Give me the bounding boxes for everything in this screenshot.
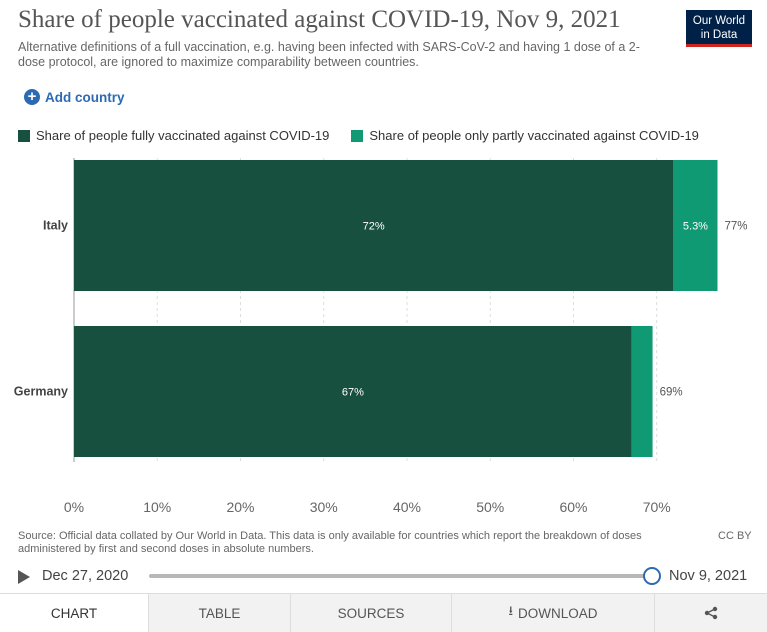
add-country-label: Add country — [45, 89, 125, 105]
logo-line-2: in Data — [700, 29, 738, 41]
x-tick-label: 50% — [476, 499, 504, 515]
bar-total-label: 69% — [660, 387, 683, 399]
bar-segment — [74, 160, 674, 291]
tab-download[interactable]: ⭳ DOWNLOAD — [452, 594, 655, 632]
legend-swatch-partly — [351, 129, 364, 142]
timeline-handle[interactable] — [643, 567, 661, 585]
logo-line-1: Our World — [692, 15, 746, 27]
x-tick-label: 60% — [559, 499, 587, 515]
x-tick-label: 30% — [310, 499, 338, 515]
chart-legend: Share of people fully vaccinated against… — [18, 128, 721, 143]
owid-logo[interactable]: Our World in Data — [686, 10, 752, 47]
tab-chart[interactable]: CHART — [0, 594, 149, 632]
category-label: Italy — [43, 219, 68, 233]
tab-download-label: DOWNLOAD — [518, 605, 598, 621]
add-country-button[interactable]: + Add country — [24, 89, 125, 105]
legend-label-fully: Share of people fully vaccinated against… — [36, 128, 330, 143]
x-tick-label: 0% — [64, 499, 84, 515]
chart-subtitle: Alternative definitions of a full vaccin… — [18, 40, 640, 69]
bar-total-label: 77% — [724, 221, 747, 233]
legend-label-partly: Share of people only partly vaccinated a… — [369, 128, 699, 143]
bar-value-label: 67% — [342, 387, 364, 399]
timeline: Dec 27, 2020 Nov 9, 2021 — [0, 565, 767, 589]
category-label: Germany — [14, 385, 68, 399]
legend-item-fully[interactable]: Share of people fully vaccinated against… — [18, 128, 329, 143]
bar-segment — [673, 160, 718, 291]
license-link[interactable]: CC BY — [718, 530, 752, 542]
x-tick-label: 70% — [643, 499, 671, 515]
timeline-start-label: Dec 27, 2020 — [42, 568, 129, 584]
timeline-end-label: Nov 9, 2021 — [669, 568, 748, 584]
plus-circle-icon: + — [24, 89, 40, 105]
bar-segment — [74, 326, 632, 457]
x-tick-label: 40% — [393, 499, 421, 515]
tab-sources[interactable]: SOURCES — [291, 594, 452, 632]
bar-segment — [631, 326, 653, 457]
tab-table[interactable]: TABLE — [149, 594, 291, 632]
share-icon — [704, 606, 718, 620]
legend-item-partly[interactable]: Share of people only partly vaccinated a… — [351, 128, 699, 143]
bar-chart: 0% 10% 20% 30% 40% 50% 60% 70% Italy 72% 5.3% 77% Ge… — [14, 158, 748, 515]
timeline-track[interactable] — [149, 574, 652, 578]
bar-value-label: 72% — [363, 221, 385, 233]
source-note: Source: Official data collated by Our Wo… — [18, 530, 642, 555]
play-icon[interactable] — [18, 570, 30, 584]
download-icon: ⭳ — [508, 603, 514, 618]
chart-title: Share of people vaccinated against COVID… — [18, 6, 621, 33]
legend-swatch-fully — [18, 129, 30, 142]
bar-value-label: 5.3% — [683, 221, 708, 233]
x-tick-label: 20% — [226, 499, 254, 515]
share-button[interactable] — [655, 594, 767, 632]
tab-bar: CHART TABLE SOURCES ⭳ DOWNLOAD — [0, 593, 767, 632]
x-tick-label: 10% — [143, 499, 171, 515]
